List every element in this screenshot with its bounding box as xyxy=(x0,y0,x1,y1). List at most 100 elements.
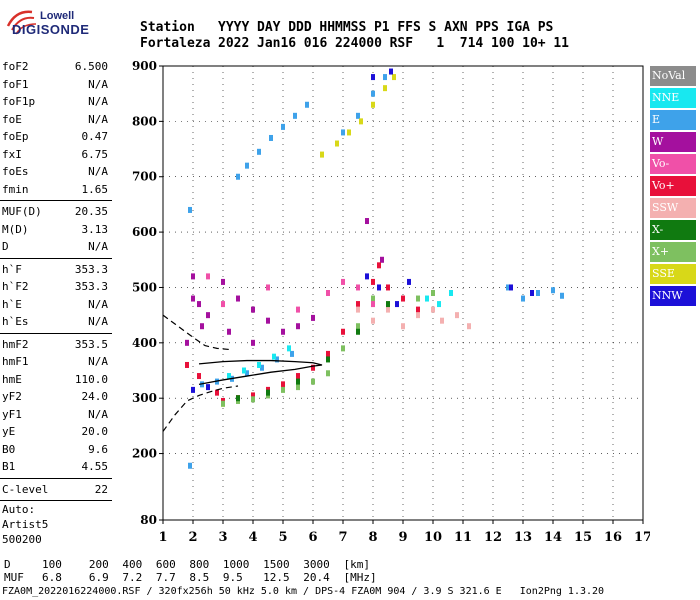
footer-cell: [km] xyxy=(343,558,370,571)
data-point xyxy=(197,373,201,380)
data-point xyxy=(356,112,360,119)
data-point xyxy=(335,140,339,147)
data-point xyxy=(371,301,375,308)
param-row: foEp 0.47 xyxy=(0,128,112,146)
x-tick-label: 12 xyxy=(484,530,502,545)
data-point xyxy=(416,306,420,313)
data-point xyxy=(287,345,291,352)
data-point xyxy=(311,364,315,371)
header-value-11: 11 xyxy=(553,36,569,51)
param-name: h`E xyxy=(2,297,22,311)
param-name: M(D) xyxy=(2,222,29,236)
series-vo- xyxy=(185,262,420,404)
param-name: yF1 xyxy=(2,407,22,421)
data-point xyxy=(326,370,330,377)
param-separator xyxy=(0,257,112,259)
param-name: h`F xyxy=(2,262,22,276)
data-point xyxy=(386,306,390,313)
data-point xyxy=(269,134,273,141)
data-point xyxy=(236,395,240,402)
data-point xyxy=(242,367,246,374)
data-point xyxy=(191,273,195,280)
param-row: hmE 110.0 xyxy=(0,371,112,389)
footer-cell: 3000 xyxy=(303,558,330,571)
param-value: 3.13 xyxy=(81,222,109,236)
data-point xyxy=(251,306,255,313)
header-value-1: 2022 xyxy=(218,36,250,51)
param-row: M(D) 3.13 xyxy=(0,221,112,239)
data-point xyxy=(260,364,264,371)
header-value-9: 100 xyxy=(490,36,515,51)
data-point xyxy=(347,129,351,136)
data-point xyxy=(356,328,360,335)
param-value: N/A xyxy=(88,112,108,126)
file-info-line: FZA0M_2022016224000.RSF / 320fx256h 50 k… xyxy=(2,586,605,597)
data-point xyxy=(188,462,192,469)
y-tick-label: 400 xyxy=(132,336,157,350)
data-point xyxy=(395,301,399,308)
data-point xyxy=(215,389,219,396)
footer-cell: 8.5 xyxy=(189,571,210,584)
note-line: Auto: xyxy=(2,503,36,516)
footer-cell: 6.8 xyxy=(42,571,62,584)
legend-item: SSE xyxy=(650,264,696,284)
data-point xyxy=(506,284,510,291)
data-point xyxy=(257,148,261,155)
plot-frame xyxy=(162,65,644,521)
param-row: yF1 N/A xyxy=(0,406,112,424)
header-label-8: AXN xyxy=(444,20,468,35)
header-label-10: IGA xyxy=(506,20,530,35)
data-point xyxy=(536,290,540,296)
legend-item: Vo+ xyxy=(650,176,696,196)
data-point xyxy=(341,345,345,352)
series-x- xyxy=(236,301,390,402)
data-point xyxy=(206,384,210,391)
param-value: N/A xyxy=(88,355,108,368)
param-name: yE xyxy=(2,425,16,438)
data-point xyxy=(221,400,225,407)
data-point xyxy=(236,173,240,180)
footer-cell: 6.9 xyxy=(88,571,109,584)
y-tick-label: 700 xyxy=(132,170,157,184)
data-point xyxy=(245,162,249,169)
param-row: h`Es N/A xyxy=(0,313,112,331)
digisonde-logo: Lowell DIGISONDE xyxy=(4,4,134,50)
footer-cell: 200 xyxy=(88,558,109,571)
param-row: B0 9.6 xyxy=(0,441,112,459)
header-value-5: RSF xyxy=(389,36,414,51)
data-point xyxy=(437,301,441,308)
footer-cell: 20.4 xyxy=(303,571,330,584)
footer-cell: 600 xyxy=(155,558,176,571)
data-point xyxy=(296,384,300,391)
chart-profiles xyxy=(162,314,323,432)
data-point xyxy=(530,290,534,296)
data-point xyxy=(266,389,270,396)
param-value: 353.3 xyxy=(74,280,108,293)
footer-row-label: D xyxy=(4,558,11,571)
param-row: C-level 22 xyxy=(0,481,112,499)
data-point xyxy=(449,290,453,296)
param-name: D xyxy=(2,240,9,253)
data-point xyxy=(185,361,189,368)
param-name: foF2 xyxy=(2,60,29,73)
x-tick-label: 8 xyxy=(368,530,377,545)
param-value: 110.0 xyxy=(74,372,108,386)
data-point xyxy=(272,353,276,360)
param-value: 20.0 xyxy=(81,425,109,438)
data-point xyxy=(296,378,300,385)
footer-distance-row: D 100 200 400 600 800 1000 1500 3000 [km] xyxy=(4,558,377,571)
series-sse xyxy=(221,74,396,407)
header-label-5: P1 xyxy=(373,20,390,35)
param-name: MUF(D) xyxy=(2,205,42,218)
param-value: 9.6 xyxy=(88,442,108,456)
data-point xyxy=(266,284,270,291)
header-label-3: DDD xyxy=(288,20,312,35)
data-point xyxy=(371,74,375,81)
data-point xyxy=(221,278,225,285)
x-tick-label: 17 xyxy=(634,530,650,545)
param-row: h`F2 353.3 xyxy=(0,278,112,296)
footer-row-label: MUF xyxy=(4,571,24,584)
header-label-11: PS xyxy=(537,20,554,35)
data-point xyxy=(407,278,411,285)
header-values: Fortaleza 2022 Jan16 016 224000 RSF 1 714 100 10+… xyxy=(140,36,577,52)
